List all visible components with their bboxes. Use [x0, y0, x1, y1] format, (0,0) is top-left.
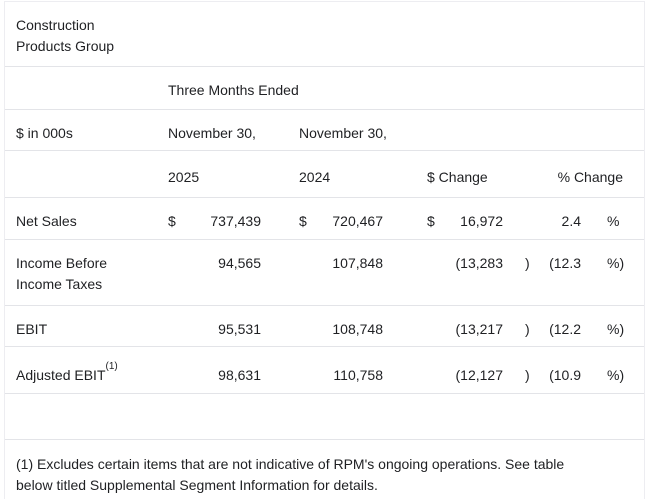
row-label: Income Before Income Taxes	[16, 253, 166, 295]
pct-symbol: %	[607, 213, 620, 229]
amount-2024: 720,467	[332, 213, 383, 229]
closing-paren: )	[525, 321, 530, 337]
column-headers-row: 2025 2024 $ Change % Change	[5, 151, 644, 198]
amount-2025: 95,531	[218, 321, 261, 337]
value-dollar-change: (12,127	[425, 365, 503, 386]
table-title: Construction Products Group	[16, 17, 115, 54]
pct-symbol: %)	[607, 367, 625, 383]
footnote-ref: (1)	[105, 361, 118, 373]
amount-2025: 737,439	[210, 213, 261, 229]
col-header-2025: 2025	[168, 169, 200, 185]
footnote-line-1: (1) Excludes certain items that are not …	[16, 456, 565, 472]
amount-dollar-change: (13,283	[455, 255, 503, 271]
value-dollar-change: (13,283	[425, 253, 503, 274]
date-header-2024: November 30,	[299, 125, 387, 141]
value-2024: 107,848	[297, 253, 383, 274]
row-label-text: Income Before Income Taxes	[16, 255, 108, 292]
amount-dollar-change: (13,217	[455, 321, 503, 337]
table-row: Adjusted EBIT(1) 98,631 110,758 (12,127 …	[5, 347, 644, 394]
title-row: Construction Products Group	[5, 2, 644, 67]
value-pct-change: (10.9	[549, 367, 581, 383]
closing-paren: )	[525, 367, 530, 383]
pct-symbol: %)	[607, 321, 625, 337]
value-2024: 110,758	[297, 365, 383, 386]
period-row: Three Months Ended	[5, 67, 644, 110]
value-2024: $ 720,467	[297, 211, 383, 232]
closing-paren: )	[525, 255, 530, 271]
col-header-2024: 2024	[299, 169, 331, 185]
units-label: $ in 000s	[16, 125, 73, 141]
segment-results-table: Construction Products Group Three Months…	[4, 1, 645, 499]
amount-2025: 94,565	[218, 255, 261, 271]
value-2025: 98,631	[166, 365, 261, 386]
footnote-line-2: below titled Supplemental Segment Inform…	[16, 477, 378, 493]
value-2025: 94,565	[166, 253, 261, 274]
amount-dollar-change: (12,127	[455, 367, 503, 383]
dates-row: $ in 000s November 30, November 30,	[5, 110, 644, 151]
table-row: Net Sales $ 737,439 $ 720,467 $ 16,972 2…	[5, 198, 644, 240]
footnote: (1) Excludes certain items that are not …	[5, 440, 644, 496]
row-label: Adjusted EBIT(1)	[16, 362, 166, 386]
table-row: Income Before Income Taxes 94,565 107,84…	[5, 240, 644, 306]
currency-symbol: $	[168, 213, 176, 229]
value-pct-change: (12.3	[549, 255, 581, 271]
currency-symbol: $	[427, 213, 435, 229]
value-pct-change: 2.4	[561, 213, 581, 229]
value-dollar-change: $ 16,972	[425, 211, 503, 232]
value-2025: 95,531	[166, 319, 261, 340]
value-pct-change: (12.2	[549, 321, 581, 337]
row-label-text: EBIT	[16, 321, 48, 337]
currency-symbol: $	[299, 213, 307, 229]
row-label: EBIT	[16, 319, 166, 340]
amount-2024: 107,848	[332, 255, 383, 271]
period-header: Three Months Ended	[168, 82, 299, 98]
spacer-row	[5, 394, 644, 440]
amount-2024: 108,748	[332, 321, 383, 337]
amount-2024: 110,758	[333, 367, 383, 383]
pct-symbol: %)	[607, 255, 625, 271]
value-dollar-change: (13,217	[425, 319, 503, 340]
table-row: EBIT 95,531 108,748 (13,217 ) (12.2 %)	[5, 306, 644, 347]
row-label-text: Adjusted EBIT	[16, 367, 106, 383]
data-rows: Net Sales $ 737,439 $ 720,467 $ 16,972 2…	[5, 198, 644, 394]
value-2024: 108,748	[297, 319, 383, 340]
date-header-2025: November 30,	[168, 125, 256, 141]
value-2025: $ 737,439	[166, 211, 261, 232]
amount-2025: 98,631	[218, 367, 261, 383]
col-header-pct-change: % Change	[557, 169, 623, 185]
row-label-text: Net Sales	[16, 213, 77, 229]
row-label: Net Sales	[16, 211, 166, 232]
col-header-dollar-change: $ Change	[427, 169, 488, 185]
amount-dollar-change: 16,972	[460, 213, 503, 229]
